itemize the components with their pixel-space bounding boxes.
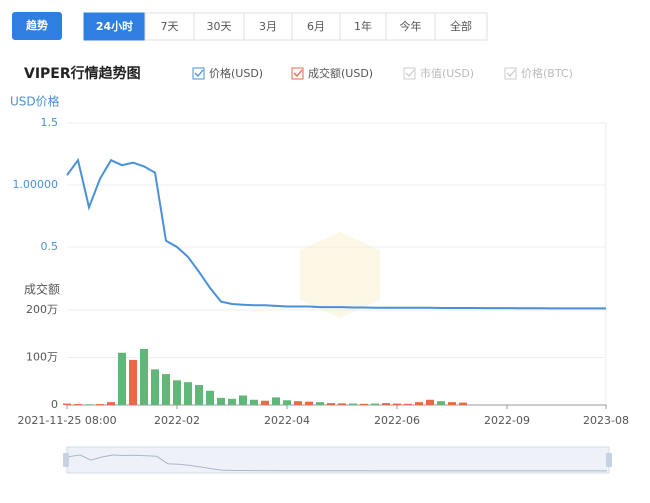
volume-bar [349,403,357,405]
range-label[interactable]: 7天 [161,20,179,33]
range-label[interactable]: 1年 [354,19,372,33]
range-slider[interactable] [66,446,610,474]
volume-bar [360,403,368,405]
range-label[interactable]: 今年 [400,19,422,33]
range-button[interactable] [144,12,195,41]
volume-bar [250,399,258,405]
volume-bar [294,401,302,405]
volume-bar [415,402,423,405]
tab-button[interactable] [12,12,62,40]
legend-label[interactable]: 价格(USD) [209,66,263,80]
volume-bar [338,403,346,405]
legend-check[interactable] [405,69,415,77]
slider-preview-line [68,454,607,472]
volume-bar [327,403,335,405]
volume-bar [316,402,324,405]
range-label[interactable]: 全部 [450,19,472,33]
legend-label[interactable]: 价格(BTC) [521,66,573,80]
legend-checkbox[interactable] [504,67,517,80]
x-tick-label: 2022-04 [264,414,310,427]
volume-bar [371,403,379,405]
range-label[interactable]: 3月 [259,20,277,33]
volume-bar [382,403,390,405]
volume-bar [63,403,71,405]
slider-handle[interactable] [606,453,612,467]
y-tick-label: 1.5 [41,116,59,129]
price-line [66,157,606,310]
range-label[interactable]: 6月 [307,20,325,33]
volume-bar [217,397,225,405]
legend-label[interactable]: 成交额(USD) [308,66,373,80]
range-label[interactable]: 30天 [207,20,232,33]
legend-checkbox[interactable] [291,67,304,80]
y-tick-label: 0.5 [41,240,59,253]
x-tick-label: 2023-08 [583,414,629,427]
volume-bar [426,399,434,405]
x-tick-label: 2021-11-25 08:00 [17,414,116,427]
volume-bar [239,395,247,405]
volume-bar [184,382,192,405]
range-label[interactable]: 24小时 [96,19,133,33]
volume-bar [74,404,82,405]
volume-bar [228,398,236,405]
volume-bar [283,400,291,405]
volume-bar [272,397,280,405]
range-button[interactable] [434,12,488,41]
legend-checkbox[interactable] [403,67,416,80]
volume-bar [96,404,104,405]
x-tick-label: 2022-06 [374,414,420,427]
volume-bar [404,403,412,405]
volume-bar [129,359,137,405]
slider-handle[interactable] [63,453,69,467]
y2-tick-label: 200万 [26,303,58,316]
range-button[interactable] [339,12,387,41]
volume-bar [173,380,181,405]
volume-bar [448,402,456,405]
watermark [300,232,380,318]
range-button[interactable] [291,12,341,41]
chart-title: VIPER行情趋势图 [24,65,141,82]
legend-check[interactable] [506,69,516,77]
x-tick-label: 2022-02 [154,414,200,427]
volume-bar [305,401,313,405]
volume-bar [195,385,203,405]
range-button[interactable] [385,12,436,41]
y2-tick-label: 0 [51,398,58,411]
volume-bar [107,402,115,405]
volume-bar [261,400,269,405]
volume-bar [85,404,93,405]
y2-tick-label: 100万 [26,351,58,364]
legend-label[interactable]: 市值(USD) [420,66,474,80]
volume-bar [206,390,214,405]
legend-check[interactable] [293,69,303,77]
tab-label[interactable]: 趋势 [26,18,48,32]
legend-check[interactable] [194,69,204,77]
x-tick-label: 2022-09 [484,414,530,427]
volume-bar [459,402,467,405]
volume-bar [162,374,170,405]
y-tick-label: 1.00000 [13,178,59,191]
volume-bar [393,403,401,405]
volume-bar [437,401,445,405]
volume-bar [140,348,148,405]
volume-bar [118,352,126,405]
y2-axis-label: 成交额 [24,282,60,297]
volume-bar [151,369,159,405]
y-axis-label: USD价格 [10,94,60,109]
legend-checkbox[interactable] [192,67,205,80]
